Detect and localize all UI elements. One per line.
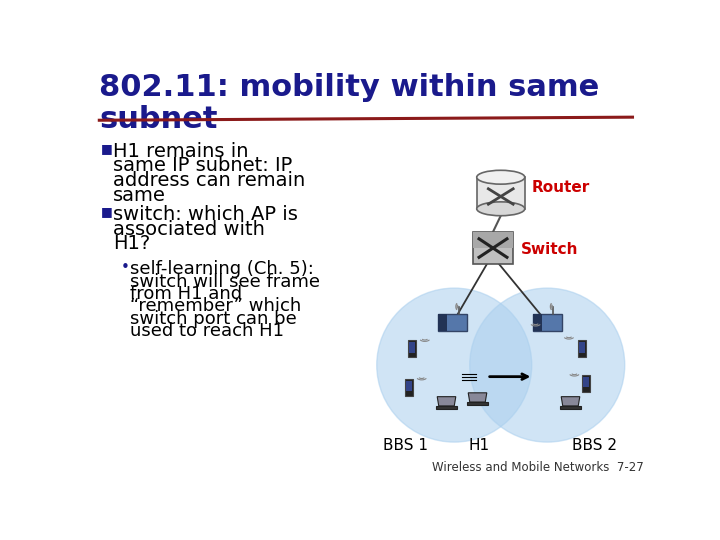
Text: Switch: Switch (521, 242, 578, 257)
Polygon shape (437, 397, 456, 406)
Polygon shape (436, 406, 457, 409)
Text: same: same (113, 186, 166, 205)
FancyBboxPatch shape (473, 232, 513, 264)
Polygon shape (473, 232, 513, 248)
FancyBboxPatch shape (533, 314, 542, 331)
Text: same IP subnet: IP: same IP subnet: IP (113, 157, 292, 176)
FancyBboxPatch shape (438, 314, 467, 331)
Polygon shape (468, 393, 487, 402)
Polygon shape (561, 397, 580, 406)
Polygon shape (467, 402, 488, 405)
Text: •: • (121, 260, 130, 275)
Bar (405, 379, 413, 396)
Polygon shape (559, 406, 581, 409)
Circle shape (377, 288, 532, 442)
Ellipse shape (477, 202, 525, 215)
Text: “remember” which: “remember” which (130, 298, 302, 315)
Bar (582, 375, 590, 392)
Bar (578, 340, 586, 357)
Text: switch will see frame: switch will see frame (130, 273, 320, 291)
Text: H1 remains in: H1 remains in (113, 142, 248, 161)
Polygon shape (477, 177, 525, 209)
FancyBboxPatch shape (533, 314, 562, 331)
Text: associated with: associated with (113, 220, 265, 239)
Text: ■: ■ (101, 142, 112, 155)
Text: used to reach H1: used to reach H1 (130, 322, 284, 340)
Text: switch: which AP is: switch: which AP is (113, 205, 298, 224)
Circle shape (469, 288, 625, 442)
Text: from H1 and: from H1 and (130, 285, 243, 303)
Text: Router: Router (532, 180, 590, 195)
Text: switch port can be: switch port can be (130, 309, 297, 328)
Bar (583, 377, 589, 387)
Text: address can remain: address can remain (113, 171, 305, 190)
Text: H1?: H1? (113, 234, 150, 253)
Bar (408, 342, 415, 353)
Ellipse shape (477, 170, 525, 184)
Text: self-learning (Ch. 5):: self-learning (Ch. 5): (130, 260, 314, 279)
Text: subnet: subnet (99, 105, 218, 134)
Bar (408, 340, 415, 357)
Text: 802.11: mobility within same: 802.11: mobility within same (99, 72, 600, 102)
Text: Wireless and Mobile Networks  7-27: Wireless and Mobile Networks 7-27 (433, 462, 644, 475)
Text: ■: ■ (101, 205, 112, 218)
Bar (579, 342, 585, 353)
Text: H1: H1 (468, 438, 490, 453)
Text: BBS 2: BBS 2 (572, 438, 617, 453)
Bar (406, 381, 413, 392)
Text: BBS 1: BBS 1 (383, 438, 428, 453)
FancyBboxPatch shape (438, 314, 447, 331)
